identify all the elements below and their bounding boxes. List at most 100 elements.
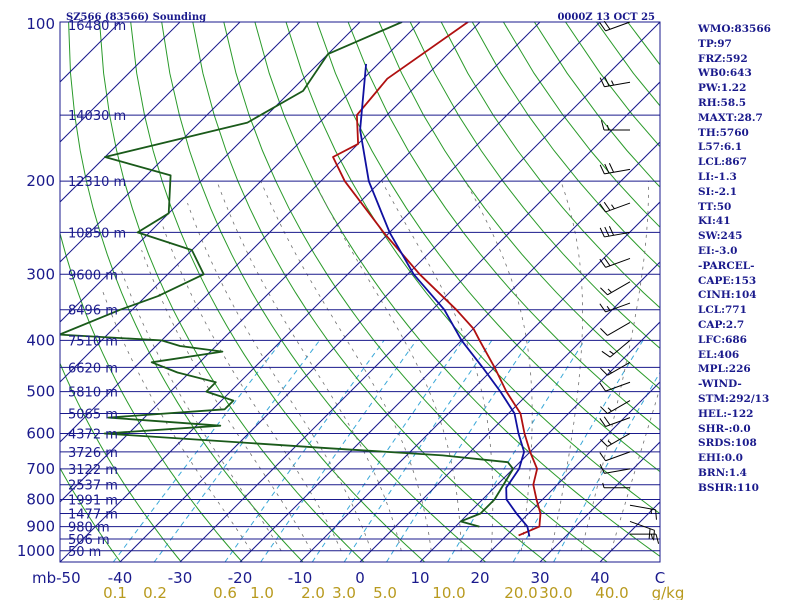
pressure-tick-label: 700 xyxy=(26,460,55,478)
index-item: SRDS:108 xyxy=(698,437,757,450)
index-item: -WIND- xyxy=(698,378,742,391)
height-label: 10850 m xyxy=(68,226,126,241)
wind-barb-feather xyxy=(601,350,611,358)
indices-panel: WMO:83566 TP:97 FRZ:592 WB0:643 PW:1.22 RH:58… xyxy=(698,22,798,496)
mixing-ratio-line xyxy=(112,340,283,562)
pressure-tick-label: 400 xyxy=(26,331,55,349)
wind-barb-staff xyxy=(607,322,631,336)
wind-barb xyxy=(600,322,631,336)
wind-barb-feather xyxy=(607,407,612,412)
wind-barb-feather xyxy=(599,452,606,462)
wind-barb-feather xyxy=(606,305,611,311)
temperature-tick-label: -40 xyxy=(108,569,133,587)
isotherm-line xyxy=(539,441,660,562)
wind-barb xyxy=(600,433,631,447)
height-label: 5810 m xyxy=(68,386,118,401)
pressure-tick-label: 500 xyxy=(26,383,55,401)
wind-barb-feather xyxy=(599,164,605,175)
pressure-tick-label: 1000 xyxy=(17,542,55,560)
height-label: 50 m xyxy=(68,545,101,560)
mixing-ratio-label: g/kg xyxy=(652,584,685,600)
wind-barb-feather xyxy=(650,533,654,540)
mixing-ratio-label: 3.0 xyxy=(332,584,356,600)
isotherms xyxy=(60,22,660,562)
wind-barb-feather xyxy=(600,439,608,447)
mixing-ratio-label: 30.0 xyxy=(539,584,572,600)
wind-barb-feather xyxy=(607,288,612,293)
temperature-tick-label: 40 xyxy=(590,569,609,587)
temperature-tick-label: C xyxy=(655,569,665,587)
index-item: FRZ:592 xyxy=(698,52,748,65)
isotherm-line xyxy=(60,22,481,443)
wind-barb xyxy=(600,400,631,415)
index-item: L57:6.1 xyxy=(698,141,743,154)
height-label: 12310 m xyxy=(68,175,126,190)
wind-barb xyxy=(599,201,631,213)
mixing-ratio-label: 5.0 xyxy=(373,584,397,600)
wind-barb-feather xyxy=(603,416,611,426)
temperature-tick-label: -10 xyxy=(288,569,313,587)
index-item: WB0:643 xyxy=(698,67,752,80)
index-item: SHR-:0.0 xyxy=(698,422,751,435)
height-label: 4372 m xyxy=(68,427,118,442)
temperature-tick-label: -30 xyxy=(168,569,193,587)
wind-barb-feather xyxy=(600,120,605,131)
wind-barb xyxy=(599,257,631,268)
pressure-tick-label: 100 xyxy=(26,15,55,33)
isotherm-line xyxy=(419,321,660,562)
index-item: WMO:83566 xyxy=(698,23,771,35)
wind-barb-feather xyxy=(611,204,615,210)
index-item: RH:58.5 xyxy=(698,96,747,109)
dry-adiabat-line xyxy=(60,231,243,562)
index-item: CAP:2.7 xyxy=(698,318,745,331)
index-item: TH:5760 xyxy=(698,126,749,139)
wind-barb xyxy=(599,451,631,462)
moist-adiabat-line xyxy=(314,181,462,551)
pressure-axis-labels: 100 200 300 400 500 600 700 800 900 1000 xyxy=(17,15,55,560)
isotherm-line xyxy=(359,261,660,562)
wind-barb-feather xyxy=(602,482,605,488)
height-label: 9600 m xyxy=(68,268,118,283)
index-item: LI:-1.3 xyxy=(698,170,737,183)
mixing-ratio-label: 0.1 xyxy=(103,584,127,600)
isotherm-line xyxy=(60,22,541,503)
moist-adiabat-line xyxy=(381,181,494,551)
index-item: -PARCEL- xyxy=(698,259,755,272)
wind-barb xyxy=(599,381,631,392)
isotherm-line xyxy=(239,141,660,562)
isotherm-line xyxy=(60,22,61,23)
height-label: 980 m xyxy=(68,521,110,536)
temperature-tick-label: 0 xyxy=(355,569,365,587)
wind-barb-feather xyxy=(600,328,608,336)
wind-barb-feather xyxy=(600,287,608,296)
wind-barb xyxy=(629,504,657,520)
isotherm-line xyxy=(60,22,361,323)
index-item: BSHR:110 xyxy=(698,481,759,494)
moist-adiabat-line xyxy=(119,266,282,552)
wind-barb-feather xyxy=(599,77,605,87)
moist-adiabat-line xyxy=(216,181,402,551)
wind-barb-feather xyxy=(599,303,606,313)
station-title: SZ566 (83566) Sounding xyxy=(66,12,206,23)
parcel-profile xyxy=(359,63,531,537)
index-item: HEL:-122 xyxy=(698,407,754,420)
wind-barb-feather xyxy=(604,163,610,174)
dry-adiabat-line xyxy=(60,362,182,562)
wind-barb-feather xyxy=(655,509,657,520)
dry-adiabat-line xyxy=(285,22,660,515)
mixing-ratio-labels: 0.1 0.2 0.6 1.0 2.0 3.0 5.0 10.0 20.0 30.0 40.0 g/k… xyxy=(103,584,684,600)
plot-frame xyxy=(59,21,661,563)
dry-adiabat-line xyxy=(223,22,608,562)
wind-barb-feather xyxy=(599,258,606,268)
index-item: PW:1.22 xyxy=(698,82,747,95)
wind-barb-feather xyxy=(603,257,611,267)
dry-adiabat-line xyxy=(316,22,660,473)
height-label: 1991 m xyxy=(68,494,118,509)
index-item: EI:-3.0 xyxy=(698,244,738,257)
wind-barb-feather xyxy=(611,80,615,86)
mixing-ratio-line xyxy=(311,340,464,562)
index-item: MPL:226 xyxy=(698,363,751,376)
wind-barb xyxy=(602,482,630,489)
dry-adiabat-line xyxy=(161,22,486,562)
